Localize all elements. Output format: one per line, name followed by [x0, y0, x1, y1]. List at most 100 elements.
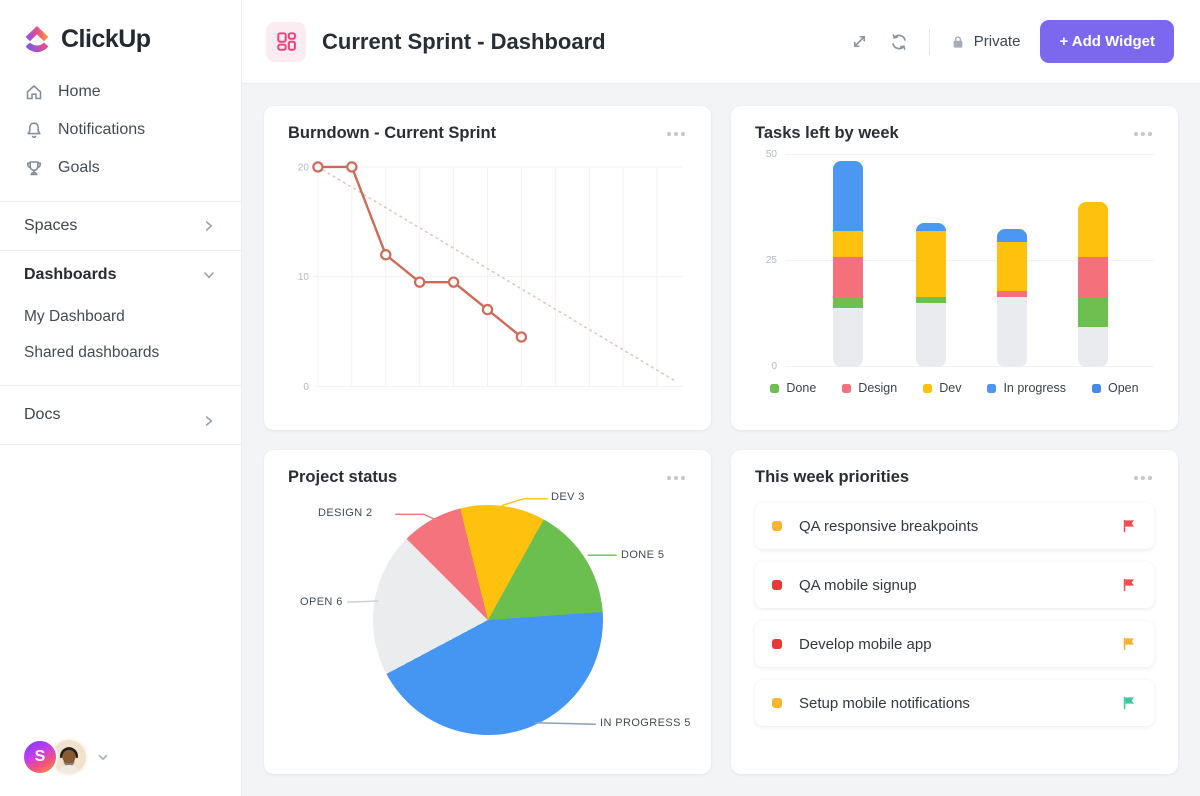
- bar-segment-dev[interactable]: [832, 231, 863, 257]
- avatar-initial[interactable]: S: [22, 739, 58, 775]
- pie-label-design: DESIGN 2: [318, 507, 373, 519]
- tasks-legend: Done Design Dev In progress Open: [755, 381, 1154, 395]
- data-point[interactable]: [380, 249, 392, 261]
- priority-title: Develop mobile app: [799, 635, 932, 653]
- sidebar-section-docs[interactable]: Docs: [0, 386, 241, 444]
- widget-menu-button[interactable]: [665, 472, 687, 484]
- divider: [0, 444, 241, 445]
- refresh-button[interactable]: [889, 32, 909, 52]
- sidebar-item-my-dashboard[interactable]: My Dashboard: [24, 308, 125, 325]
- trophy-icon: [27, 161, 41, 176]
- flag-icon[interactable]: [1121, 577, 1137, 593]
- bar-segment-base[interactable]: [832, 307, 863, 367]
- sidebar-item-goals[interactable]: Goals: [0, 149, 241, 187]
- stacked-bar[interactable]: [915, 222, 946, 367]
- widget-title: Project status: [288, 468, 398, 486]
- burndown-plot[interactable]: 0 10 20: [288, 153, 687, 404]
- legend-item: Dev: [923, 381, 961, 395]
- sidebar-nav: Home Notifications Goals: [0, 73, 241, 187]
- bar-segment-base[interactable]: [996, 297, 1027, 367]
- status-dot: [772, 580, 782, 590]
- widget-menu-button[interactable]: [1132, 472, 1154, 484]
- chevron-right-icon: [205, 416, 213, 426]
- expand-icon: [853, 35, 865, 48]
- legend-swatch: [770, 383, 780, 393]
- stacked-bar[interactable]: [832, 161, 863, 367]
- sidebar-item-label: Goals: [58, 159, 100, 176]
- bar-segment-open[interactable]: [832, 161, 863, 232]
- priority-title: QA responsive breakpoints: [799, 517, 979, 535]
- data-point[interactable]: [312, 161, 324, 173]
- bar-segment-dev[interactable]: [915, 231, 946, 298]
- widget-burndown: Burndown - Current Sprint 0 10 20: [264, 106, 711, 430]
- chevron-down-icon[interactable]: [96, 750, 110, 764]
- bar-segment-base[interactable]: [1078, 326, 1109, 367]
- pie-area: DEV 3 DESIGN 2 DONE 5 OPEN 6 IN PROGRESS…: [288, 491, 690, 747]
- bar-segment-design[interactable]: [832, 256, 863, 298]
- flag-icon[interactable]: [1121, 636, 1137, 652]
- widget-title: Tasks left by week: [755, 124, 899, 142]
- priorities-list: QA responsive breakpoints QA mobile signu…: [755, 503, 1154, 726]
- bar-segment-done[interactable]: [1078, 297, 1109, 327]
- bell-icon: [27, 122, 41, 139]
- tasks-plot: 0 25 50: [766, 149, 1154, 372]
- sidebar-item-shared-dashboards[interactable]: Shared dashboards: [24, 344, 160, 361]
- bar-segment-dev[interactable]: [996, 241, 1027, 291]
- data-point[interactable]: [481, 303, 494, 316]
- bar-segment-dev[interactable]: [1078, 201, 1109, 257]
- status-dot: [772, 521, 782, 531]
- priority-row[interactable]: Setup mobile notifications: [755, 680, 1154, 726]
- stacked-bar[interactable]: [996, 229, 1027, 367]
- spaces-label: Spaces: [24, 217, 78, 234]
- bar-segment-open[interactable]: [915, 222, 946, 232]
- bar-segment-design[interactable]: [1078, 256, 1109, 298]
- sidebar-section-spaces[interactable]: Spaces: [0, 202, 241, 250]
- clickup-logo[interactable]: ClickUp: [0, 18, 241, 73]
- add-widget-button[interactable]: + Add Widget: [1040, 20, 1174, 63]
- main-column: Current Sprint - Dashboard: [242, 0, 1200, 796]
- bar-segment-design[interactable]: [996, 290, 1027, 297]
- bar-segment-base[interactable]: [915, 303, 946, 367]
- data-point[interactable]: [515, 331, 528, 343]
- legend-swatch: [923, 383, 933, 393]
- flag-icon[interactable]: [1121, 518, 1137, 534]
- bar-segment-open[interactable]: [996, 229, 1027, 242]
- legend-swatch: [842, 383, 852, 393]
- pie-label-open: OPEN 6: [300, 596, 343, 608]
- expand-button[interactable]: [850, 32, 869, 51]
- privacy-setting[interactable]: Private: [950, 33, 1020, 50]
- status-dot: [772, 698, 782, 708]
- divider: [0, 250, 241, 251]
- flag-icon[interactable]: [1121, 695, 1137, 711]
- sidebar-item-notifications[interactable]: Notifications: [0, 111, 241, 149]
- docs-label: Docs: [24, 406, 61, 423]
- sidebar-section-dashboards[interactable]: Dashboards: [0, 251, 241, 299]
- refresh-icon: [891, 33, 906, 50]
- bar-segment-done[interactable]: [915, 297, 946, 304]
- priority-row[interactable]: QA responsive breakpoints: [755, 503, 1154, 549]
- data-point[interactable]: [413, 276, 426, 288]
- svg-text:0: 0: [303, 382, 309, 393]
- legend-item: Done: [770, 381, 816, 395]
- sidebar-item-home[interactable]: Home: [0, 73, 241, 111]
- legend-item: Open: [1091, 381, 1139, 395]
- y-axis-tick: 0: [771, 361, 777, 372]
- data-point[interactable]: [447, 276, 460, 288]
- legend-item: Design: [842, 381, 897, 395]
- widget-menu-button[interactable]: [665, 128, 687, 140]
- pie-label-in-progress: IN PROGRESS 5: [600, 717, 691, 729]
- svg-text:10: 10: [298, 272, 310, 283]
- dashboard-grid: Burndown - Current Sprint 0 10 20 Tasks le…: [242, 84, 1200, 796]
- widget-menu-button[interactable]: [1132, 128, 1154, 140]
- pie-label-done: DONE 5: [621, 549, 665, 561]
- bar-segment-done[interactable]: [832, 297, 863, 308]
- priority-row[interactable]: QA mobile signup: [755, 562, 1154, 608]
- pie-chart[interactable]: [372, 505, 603, 735]
- dashboard-grid-icon: [276, 32, 296, 51]
- svg-text:20: 20: [298, 162, 310, 173]
- stacked-bar[interactable]: [1078, 201, 1109, 367]
- data-point[interactable]: [346, 161, 358, 173]
- priority-row[interactable]: Develop mobile app: [755, 621, 1154, 667]
- page-title: Current Sprint - Dashboard: [322, 28, 606, 54]
